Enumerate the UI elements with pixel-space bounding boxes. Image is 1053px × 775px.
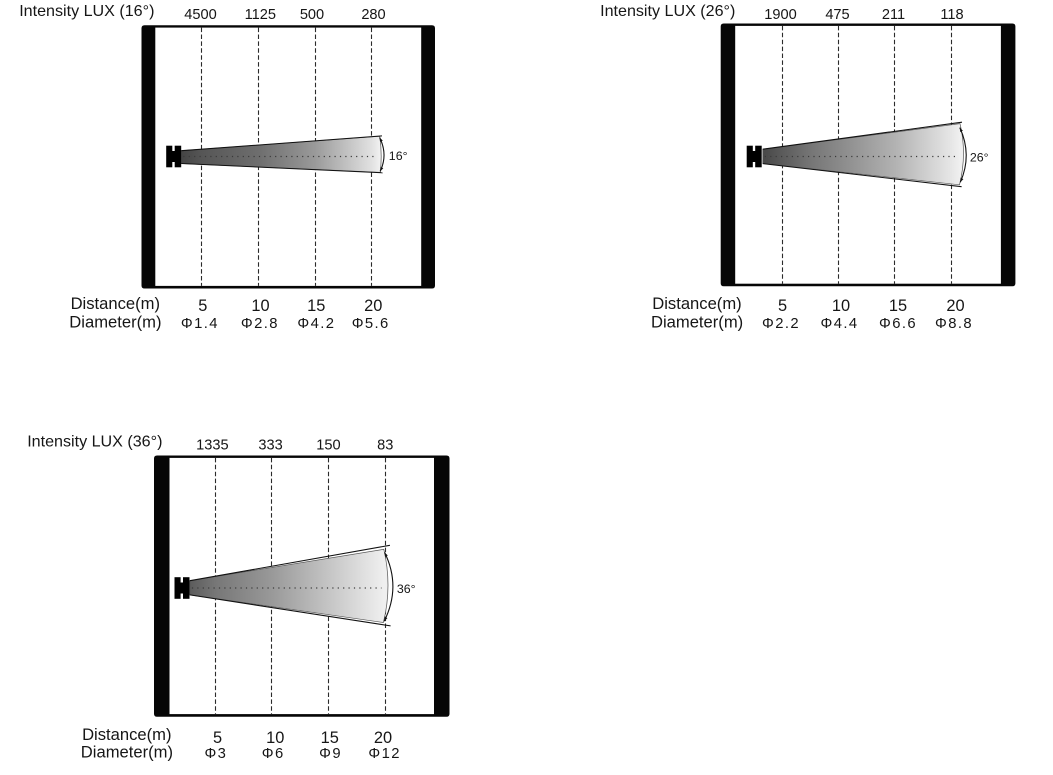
svg-text:1125: 1125	[245, 7, 276, 23]
svg-text:Φ2.2: Φ2.2	[762, 316, 800, 332]
svg-text:20: 20	[364, 297, 382, 315]
svg-text:Φ6: Φ6	[262, 746, 285, 762]
svg-text:333: 333	[258, 437, 282, 453]
svg-text:Φ8.8: Φ8.8	[935, 316, 973, 332]
svg-text:Distance(m): Distance(m)	[71, 294, 160, 313]
svg-text:5: 5	[213, 729, 222, 747]
svg-text:Φ1.4: Φ1.4	[181, 316, 219, 332]
svg-text:Φ12: Φ12	[368, 746, 400, 762]
svg-text:10: 10	[251, 297, 269, 315]
svg-text:4500: 4500	[184, 7, 216, 23]
svg-text:36°: 36°	[397, 582, 416, 596]
svg-text:Φ4.4: Φ4.4	[821, 316, 859, 332]
svg-text:Φ4.2: Φ4.2	[297, 316, 335, 332]
svg-text:10: 10	[832, 297, 850, 315]
svg-text:1335: 1335	[196, 437, 228, 453]
svg-text:20: 20	[946, 297, 964, 315]
svg-text:5: 5	[198, 297, 207, 315]
svg-text:500: 500	[300, 7, 324, 23]
svg-text:475: 475	[825, 7, 849, 23]
svg-text:Distance(m): Distance(m)	[652, 294, 741, 313]
svg-text:Φ3: Φ3	[204, 746, 227, 762]
svg-text:Intensity LUX (16°): Intensity LUX (16°)	[19, 2, 154, 20]
svg-text:26°: 26°	[970, 150, 989, 164]
svg-text:1900: 1900	[764, 7, 796, 23]
svg-text:Intensity LUX (36°): Intensity LUX (36°)	[27, 433, 162, 451]
svg-text:Φ5.6: Φ5.6	[352, 316, 390, 332]
svg-text:5: 5	[778, 297, 787, 315]
svg-text:Intensity LUX (26°): Intensity LUX (26°)	[600, 2, 735, 20]
svg-text:Diameter(m): Diameter(m)	[81, 742, 173, 761]
svg-text:16°: 16°	[389, 149, 408, 163]
svg-text:Diameter(m): Diameter(m)	[69, 312, 161, 331]
svg-text:Diameter(m): Diameter(m)	[651, 312, 743, 331]
svg-text:280: 280	[361, 7, 385, 23]
svg-text:118: 118	[940, 7, 963, 23]
svg-text:20: 20	[374, 729, 392, 747]
svg-text:150: 150	[316, 437, 340, 453]
svg-text:211: 211	[882, 7, 905, 23]
svg-text:15: 15	[889, 297, 907, 315]
svg-text:Φ9: Φ9	[319, 746, 342, 762]
svg-text:15: 15	[321, 729, 339, 747]
svg-text:15: 15	[307, 297, 325, 315]
svg-text:Φ2.8: Φ2.8	[241, 316, 279, 332]
svg-text:10: 10	[266, 729, 284, 747]
svg-text:83: 83	[377, 437, 393, 453]
svg-text:Φ6.6: Φ6.6	[879, 316, 917, 332]
svg-text:Distance(m): Distance(m)	[82, 725, 171, 744]
